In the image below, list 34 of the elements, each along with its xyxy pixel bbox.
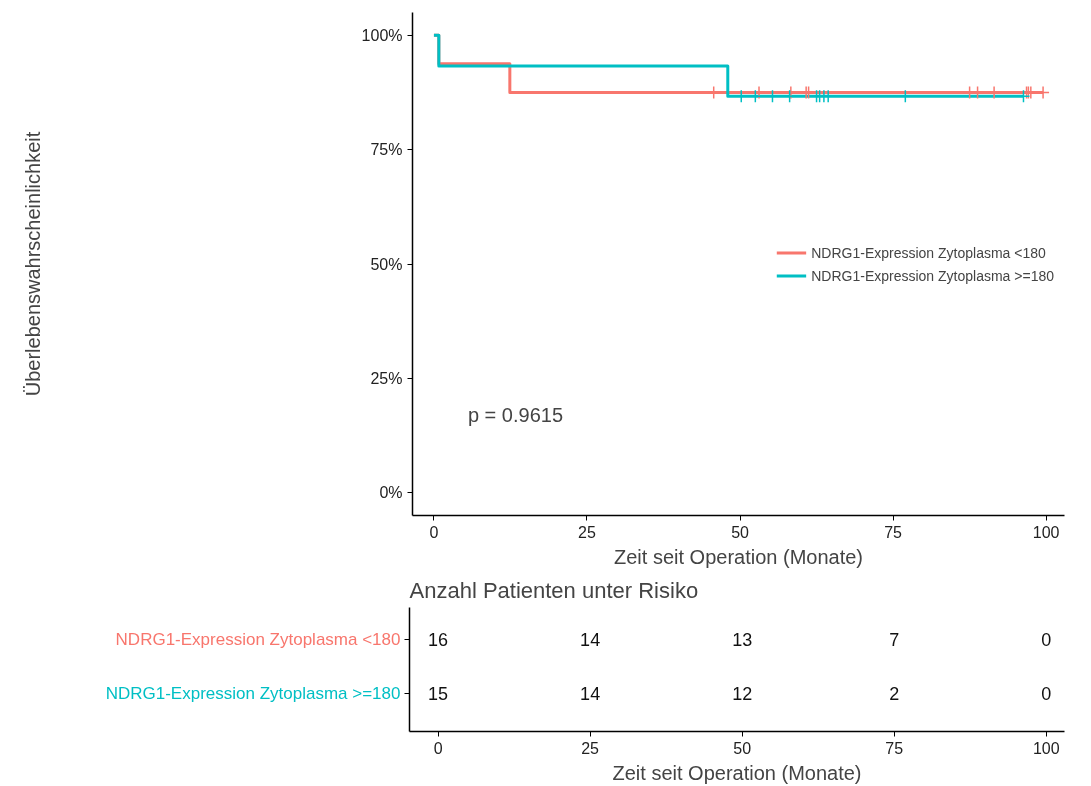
y-tick-label: NDRG1-Expression Zytoplasma >=180 [105,683,401,703]
data-label: 14 [580,683,601,704]
x-tick-label: 0 [429,523,439,541]
data-label: 13 [732,629,753,650]
x-tick-label: 75 [884,523,903,541]
x-tick-label: 100 [1032,739,1060,757]
x-tick-label: 100 [1032,523,1060,541]
data-label: 15 [428,683,449,704]
x-tick-label: 50 [733,739,752,757]
y-tick-label: 75% [370,141,403,159]
y-tick-label: NDRG1-Expression Zytoplasma <180 [115,629,401,649]
y-tick-label: 0% [379,484,403,502]
data-label: 0 [1041,683,1052,704]
x-tick-label: 0 [433,739,443,757]
x-tick-label: 25 [581,739,600,757]
data-label: 12 [732,683,753,704]
y-tick-label: 25% [370,369,403,387]
data-label: 2 [889,683,900,704]
x-tick-label: 25 [578,523,596,541]
legend-label: NDRG1-Expression Zytoplasma >=180 [811,267,1054,283]
x-tick-label: 75 [885,739,904,757]
chart-title: Anzahl Patienten unter Risiko [409,577,699,603]
data-label: 16 [428,629,449,650]
x-axis-title: Zeit seit Operation (Monate) [612,761,862,784]
x-axis-title: Zeit seit Operation (Monate) [614,545,863,568]
x-tick-label: 50 [731,523,750,541]
y-tick-label: 50% [370,255,403,273]
data-label: 0 [1041,629,1052,650]
data-label: 14 [580,629,601,650]
legend-label: NDRG1-Expression Zytoplasma <180 [811,244,1046,260]
data-label: 7 [889,629,900,650]
y-tick-label: 100% [361,26,403,44]
y-axis-title: Überlebenswahrscheinlichkeit [21,131,44,397]
annotation: p = 0.9615 [467,403,564,426]
